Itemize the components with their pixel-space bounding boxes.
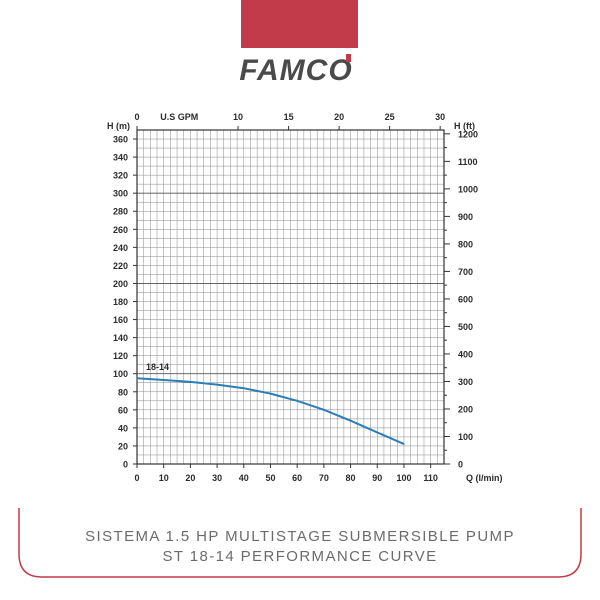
tick-label-y-left: 40 bbox=[118, 423, 128, 433]
data-point bbox=[136, 377, 138, 379]
data-point bbox=[349, 420, 352, 422]
famco-logo-text: FAMCO bbox=[239, 54, 352, 87]
tick-label-x-bottom: 40 bbox=[239, 473, 249, 483]
tick-label-y-right: 1000 bbox=[458, 184, 478, 194]
tick-label-x-bottom: 10 bbox=[159, 473, 169, 483]
tick-label-x-bottom: 30 bbox=[212, 473, 222, 483]
tick-label-x-bottom: 110 bbox=[423, 473, 438, 483]
tick-label-y-left: 220 bbox=[113, 261, 128, 271]
tick-label-y-left: 160 bbox=[113, 315, 128, 325]
tick-label-y-right: 400 bbox=[458, 349, 473, 359]
chart-axis-labels: 0 10 20 30 40 50 60 70 80 90 100 110 Q (l/min)0 10 15 2… bbox=[107, 112, 503, 483]
tick-label-x-top: 15 bbox=[284, 112, 294, 122]
y-left-axis-label: H (m) bbox=[107, 121, 130, 131]
tick-label-x-bottom: 0 bbox=[134, 473, 139, 483]
tick-label-y-left: 0 bbox=[123, 460, 128, 470]
tick-label-y-right: 700 bbox=[458, 267, 473, 277]
tick-label-x-bottom: 60 bbox=[292, 473, 302, 483]
famco-logo: FAMCO bbox=[239, 54, 352, 87]
data-point bbox=[403, 443, 405, 445]
tick-label-y-right: 100 bbox=[458, 432, 473, 442]
logo-accent-mark bbox=[346, 54, 351, 62]
tick-label-y-right: 200 bbox=[458, 404, 473, 414]
tick-label-x-bottom: 100 bbox=[396, 473, 411, 483]
series-label-18-14: 18-14 bbox=[146, 362, 169, 372]
tick-label-y-left: 140 bbox=[113, 333, 128, 343]
tick-label-y-left: 20 bbox=[118, 441, 128, 451]
tick-label-x-bottom: 70 bbox=[319, 473, 329, 483]
tick-label-x-top: 10 bbox=[233, 112, 243, 122]
chart-grid bbox=[136, 129, 445, 465]
tick-label-y-left: 340 bbox=[113, 153, 128, 163]
brand-accent-bar bbox=[241, 0, 358, 48]
x-top-axis-label: U.S GPM bbox=[160, 112, 198, 122]
tick-label-x-bottom: 80 bbox=[346, 473, 356, 483]
tick-label-y-right: 1100 bbox=[458, 157, 478, 167]
caption-frame bbox=[18, 508, 582, 578]
caption-line-1: SISTEMA 1.5 HP MULTISTAGE SUBMERSIBLE PU… bbox=[85, 528, 515, 545]
data-point bbox=[269, 392, 272, 395]
tick-label-y-left: 260 bbox=[113, 225, 128, 235]
performance-chart: 0 10 20 30 40 50 60 70 80 90 100 110 Q (l/min)0 10 15 2… bbox=[107, 112, 503, 483]
tick-label-x-top: 20 bbox=[334, 112, 344, 122]
tick-label-y-left: 360 bbox=[113, 135, 128, 145]
tick-label-x-top: 0 bbox=[134, 112, 139, 122]
data-point bbox=[243, 387, 245, 389]
data-point bbox=[296, 400, 298, 402]
tick-label-y-left: 180 bbox=[113, 297, 128, 307]
tick-label-y-right: 1200 bbox=[458, 129, 478, 139]
data-point bbox=[189, 381, 191, 383]
caption-line-2: ST 18-14 PERFORMANCE CURVE bbox=[162, 548, 438, 565]
tick-label-y-right: 900 bbox=[458, 212, 473, 222]
tick-label-y-left: 80 bbox=[118, 387, 128, 397]
tick-label-y-right: 600 bbox=[458, 294, 473, 304]
tick-label-y-right: 300 bbox=[458, 377, 473, 387]
tick-label-y-left: 60 bbox=[118, 405, 128, 415]
tick-label-x-top: 30 bbox=[435, 112, 445, 122]
tick-label-y-right: 0 bbox=[458, 460, 463, 470]
tick-label-y-right: 800 bbox=[458, 239, 473, 249]
chart-ticks bbox=[133, 126, 450, 468]
x-bottom-axis-label: Q (l/min) bbox=[466, 473, 503, 483]
tick-label-y-left: 320 bbox=[113, 171, 128, 181]
data-point bbox=[323, 409, 325, 411]
tick-label-y-left: 240 bbox=[113, 243, 128, 253]
tick-label-y-left: 200 bbox=[113, 279, 128, 289]
data-point bbox=[376, 431, 378, 434]
data-point bbox=[163, 379, 165, 381]
tick-label-x-bottom: 20 bbox=[185, 473, 195, 483]
tick-label-y-left: 300 bbox=[113, 189, 128, 199]
y-right-axis-label: H (ft) bbox=[454, 121, 475, 131]
tick-label-y-left: 280 bbox=[113, 207, 128, 217]
plot-frame bbox=[136, 129, 445, 465]
chart-series bbox=[136, 377, 405, 446]
tick-label-x-bottom: 90 bbox=[372, 473, 382, 483]
data-point bbox=[216, 383, 218, 386]
tick-label-x-top: 25 bbox=[385, 112, 395, 122]
tick-label-y-left: 100 bbox=[113, 369, 128, 379]
tick-label-y-left: 120 bbox=[113, 351, 128, 361]
tick-label-y-right: 500 bbox=[458, 322, 473, 332]
tick-label-x-bottom: 50 bbox=[265, 473, 275, 483]
caption: SISTEMA 1.5 HP MULTISTAGE SUBMERSIBLE PU… bbox=[0, 527, 600, 567]
